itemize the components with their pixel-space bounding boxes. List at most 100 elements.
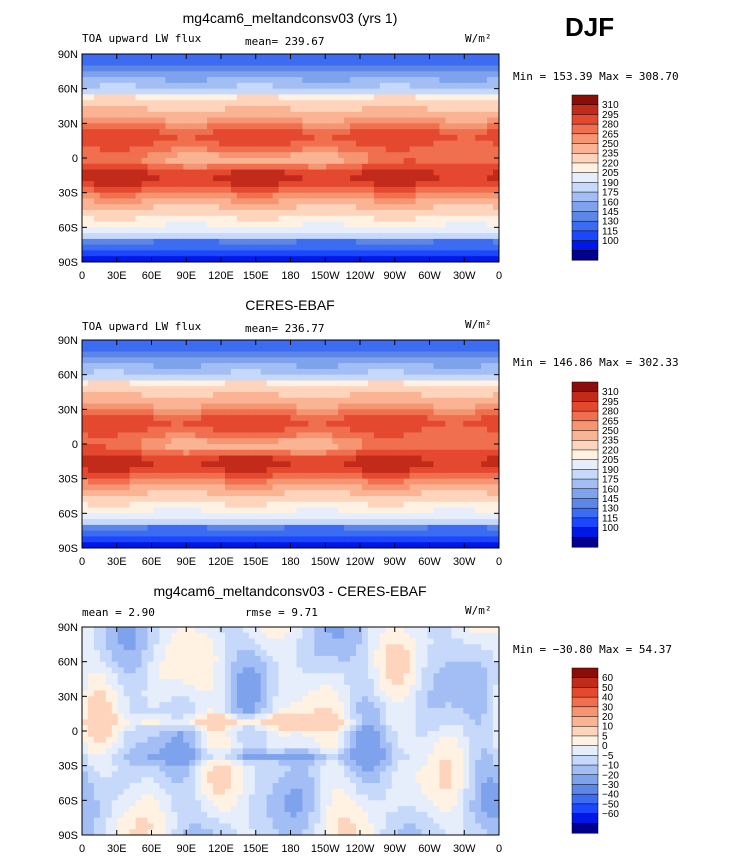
colorbar-label: 265 [602,129,619,140]
y-tick-label: 90S [58,830,78,842]
colorbar-label: 310 [602,100,619,111]
colorbar-box [571,420,599,432]
panel-1-colorbar: 3102952802652502352202051901751601451301… [571,94,619,261]
x-tick-label: 0 [496,556,502,568]
colorbar-box [571,459,599,470]
colorbar-label: 295 [602,397,619,408]
colorbar-label: 220 [602,158,619,169]
colorbar-label: 10 [602,722,614,733]
y-tick-label: 30N [58,691,78,703]
colorbar-box [571,687,599,698]
x-tick-label: 60E [142,556,162,568]
colorbar-label: 250 [602,426,619,437]
colorbar-label: −50 [602,799,619,810]
y-tick-label: 30N [58,118,78,130]
colorbar-label: 60 [602,673,614,684]
colorbar-label: −20 [602,770,619,781]
colorbar-box [571,716,599,727]
colorbar-box [571,488,599,500]
x-tick-label: 120W [346,843,375,855]
x-tick-label: 0 [496,843,502,855]
panel-2-units: W/m² [465,318,492,331]
colorbar-box [571,401,599,412]
colorbar-label: 20 [602,712,614,723]
x-tick-label: 180 [281,556,299,568]
colorbar-label: −10 [602,761,619,772]
colorbar-label: 310 [602,387,619,398]
x-tick-label: 120E [208,843,234,855]
colorbar-label: 30 [602,702,614,713]
x-tick-label: 60W [418,843,441,855]
colorbar-box [571,793,599,805]
colorbar-box [571,152,599,164]
colorbar-box [571,764,599,776]
colorbar-box [571,220,599,232]
colorbar-label: 50 [602,683,614,694]
colorbar-label: −30 [602,780,619,791]
colorbar-box [571,162,599,174]
x-tick-label: 60E [142,843,162,855]
x-tick-label: 60W [418,270,441,282]
colorbar-box [571,410,599,422]
x-tick-label: 120E [208,270,234,282]
x-tick-label: 60E [142,270,162,282]
x-tick-label: 0 [79,843,85,855]
panel-3-rmse: rmse = 9.71 [245,606,318,619]
colorbar-label: 145 [602,494,619,505]
x-tick-label: 60W [418,556,441,568]
y-tick-label: 60N [58,84,78,96]
colorbar-box [571,439,599,451]
colorbar-label: 40 [602,693,614,704]
colorbar-label: 295 [602,110,619,121]
colorbar-label: −40 [602,790,619,801]
colorbar-label: 280 [602,407,619,418]
panel-1-field [82,54,499,262]
colorbar-box [571,191,599,203]
colorbar-label: 265 [602,416,619,427]
colorbar-label: 130 [602,504,619,515]
x-tick-label: 90W [383,556,406,568]
colorbar-box [571,143,599,154]
colorbar-box [571,774,599,786]
x-tick-label: 30W [453,270,476,282]
colorbar-box [571,517,599,529]
y-tick-label: 0 [72,153,78,165]
colorbar-box [571,667,599,679]
x-tick-label: 120W [346,556,375,568]
colorbar-box [571,813,599,824]
colorbar-label: 100 [602,523,619,534]
panel-1-minmax: Min = 153.39 Max = 308.70 [513,70,679,83]
x-tick-label: 30E [107,556,127,568]
x-tick-label: 30W [453,556,476,568]
y-tick-label: 30S [58,188,78,200]
colorbar-box [571,696,599,708]
colorbar-label: 235 [602,436,619,447]
x-tick-label: 90W [383,843,406,855]
colorbar-label: 280 [602,120,619,131]
colorbar-label: 190 [602,178,619,189]
colorbar-label: 0 [602,741,608,752]
x-tick-label: 30W [453,843,476,855]
y-tick-label: 90N [58,622,78,634]
panel-2-field [82,340,499,548]
colorbar-box [571,172,599,183]
colorbar-label: 175 [602,475,619,486]
y-tick-label: 0 [72,439,78,451]
colorbar-box [571,211,599,222]
y-tick-label: 90S [58,257,78,269]
x-tick-label: 30E [107,843,127,855]
colorbar-box [571,784,599,795]
y-tick-label: 30N [58,404,78,416]
panel-1-mean: mean= 239.67 [245,35,325,48]
colorbar-box [571,469,599,480]
y-tick-label: 90N [58,49,78,61]
x-tick-label: 150W [311,556,340,568]
colorbar-box [571,391,599,402]
colorbar-box [571,230,599,242]
x-tick-label: 180 [281,270,299,282]
panel-3-field [82,627,499,835]
x-tick-label: 30E [107,270,127,282]
colorbar-box [571,735,599,747]
panel-3-minmax: Min = −30.80 Max = 54.37 [513,643,672,656]
